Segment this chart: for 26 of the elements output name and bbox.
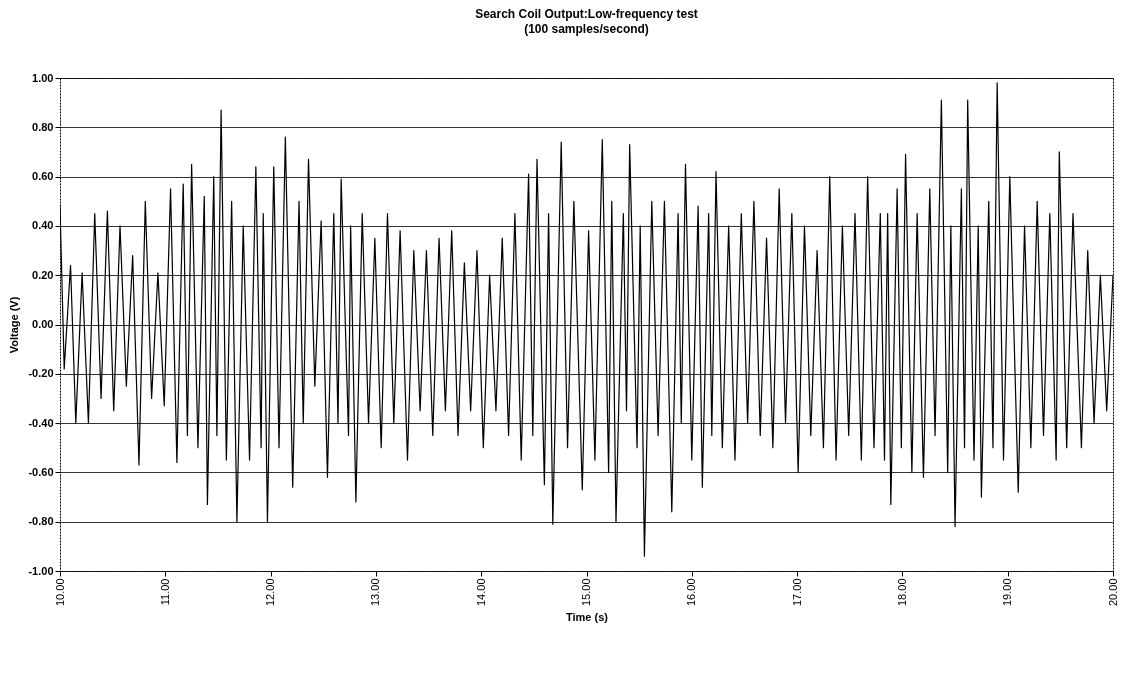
x-tick-label: 18.00 — [895, 578, 908, 607]
x-tick-label: 13.00 — [369, 578, 382, 607]
y-axis-title: Voltage (V) — [8, 296, 21, 354]
y-tick-label: -0.80 — [28, 515, 54, 528]
x-tick-label: 19.00 — [1001, 578, 1014, 607]
x-tick-label: 17.00 — [790, 578, 803, 607]
y-tick-label: -1.00 — [28, 564, 54, 577]
y-tick-label: 0.40 — [32, 219, 54, 232]
x-axis-title: Time (s) — [566, 611, 609, 624]
x-tick-label: 11.00 — [158, 578, 171, 606]
y-tick-label: 0.00 — [32, 318, 54, 330]
x-tick-label: 16.00 — [685, 578, 698, 607]
y-tick-label: 1.00 — [32, 71, 54, 84]
y-tick-label: -0.60 — [28, 465, 54, 478]
chart-subtitle: (100 samples/second) — [524, 22, 649, 36]
x-tick-label: 14.00 — [474, 578, 487, 607]
x-tick-label: 15.00 — [580, 578, 592, 607]
y-tick-label: 0.60 — [32, 170, 54, 183]
y-tick-label: -0.40 — [28, 416, 54, 429]
y-tick-label: 0.20 — [32, 268, 54, 281]
y-tick-label: 0.80 — [32, 120, 54, 133]
x-tick-label: 10.00 — [53, 578, 66, 607]
chart-title: Search Coil Output:Low-frequency test — [475, 7, 698, 21]
x-tick-label: 20.00 — [1106, 578, 1119, 607]
x-tick-label: 12.00 — [264, 578, 277, 607]
y-tick-label: -0.20 — [28, 367, 54, 380]
